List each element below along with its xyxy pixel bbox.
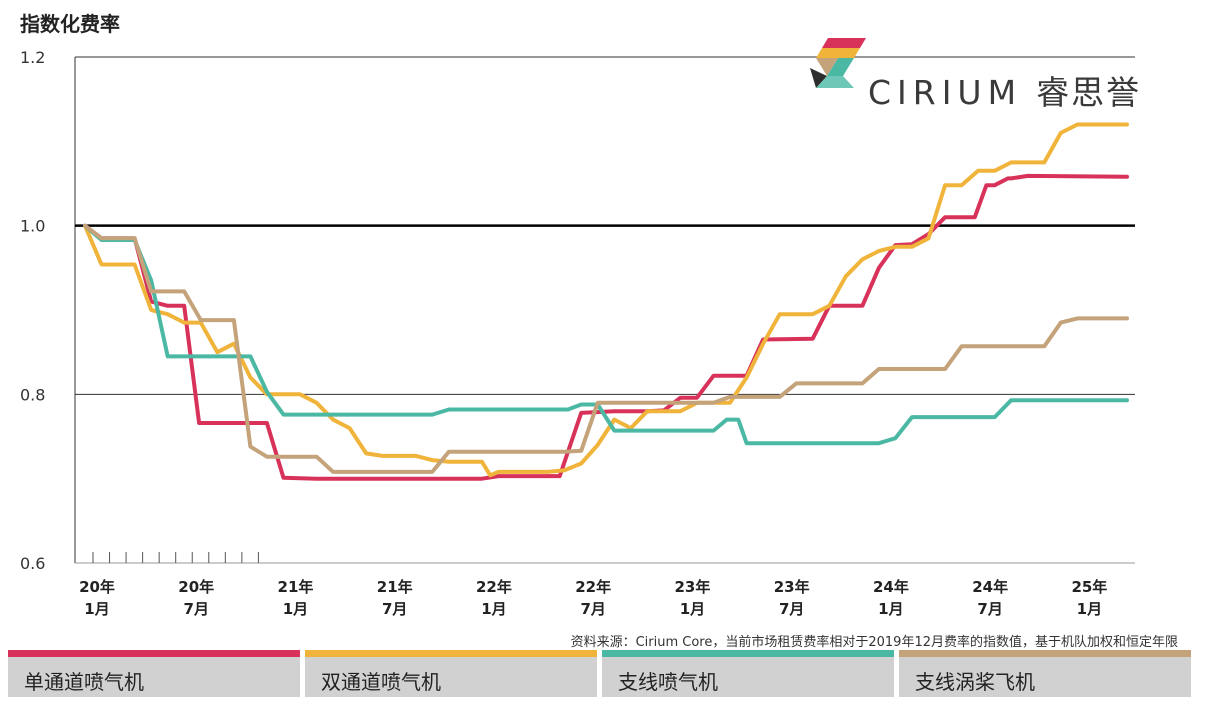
x-tick-year-label: 24年 (873, 578, 909, 596)
y-axis-title: 指数化费率 (20, 12, 120, 36)
logo-brand: CIRIUM (868, 73, 1023, 112)
legend-label: 单通道喷气机 (24, 670, 144, 694)
legend-item: 支线涡桨飞机 (899, 650, 1191, 697)
legend-color-bar (602, 650, 894, 657)
x-tick-month-label: 7月 (184, 600, 209, 618)
legend-label: 支线涡桨飞机 (915, 670, 1035, 694)
x-tick-month-label: 1月 (283, 600, 308, 618)
series-line (83, 223, 1129, 474)
x-tick-year-label: 22年 (476, 578, 512, 596)
y-tick-label: 0.8 (20, 385, 45, 404)
x-tick-year-label: 20年 (178, 578, 214, 596)
x-tick-year-label: 23年 (674, 578, 710, 596)
x-tick-year-label: 23年 (774, 578, 810, 596)
logo-mark-icon (810, 38, 866, 88)
cirium-logo: CIRIUM 睿思誉 (808, 36, 1168, 112)
x-tick-year-label: 20年 (79, 578, 115, 596)
x-tick-month-label: 7月 (977, 600, 1002, 618)
x-tick-year-label: 21年 (377, 578, 413, 596)
legend-label: 双通道喷气机 (321, 670, 441, 694)
legend-item: 双通道喷气机 (305, 650, 597, 697)
x-tick-year-label: 22年 (575, 578, 611, 596)
x-tick-month-label: 7月 (779, 600, 804, 618)
y-tick-label: 1.0 (20, 217, 45, 236)
x-tick-month-label: 1月 (1077, 600, 1102, 618)
x-tick-year-label: 25年 (1071, 578, 1107, 596)
legend-color-bar (899, 650, 1191, 657)
legend-color-bar (305, 650, 597, 657)
logo-brand-cn: 睿思誉 (1036, 73, 1142, 112)
x-tick-month-label: 1月 (878, 600, 903, 618)
legend-color-bar (8, 650, 300, 657)
chart-series (83, 122, 1129, 481)
legend-item: 支线喷气机 (602, 650, 894, 697)
x-tick-month-label: 1月 (680, 600, 705, 618)
x-tick-month-label: 1月 (84, 600, 109, 618)
source-note: 资料来源：Cirium Core，当前市场租赁费率相对于2019年12月费率的指… (570, 635, 1178, 650)
x-tick-month-label: 7月 (580, 600, 605, 618)
legend-label: 支线喷气机 (618, 670, 718, 694)
y-tick-label: 0.6 (20, 554, 45, 573)
series-line (83, 223, 1129, 446)
x-tick-year-label: 21年 (278, 578, 314, 596)
x-tick-year-label: 24年 (972, 578, 1008, 596)
series-line (83, 173, 1129, 481)
x-tick-month-label: 7月 (382, 600, 407, 618)
chart-grid: 0.6 0.8 1.0 1.2 20年 1月 20年 7月 21年 1月 21年 7月 22年 1月 22年… (20, 48, 1135, 618)
x-tick-month-label: 1月 (481, 600, 506, 618)
series-line (83, 122, 1129, 478)
legend-item: 单通道喷气机 (8, 650, 300, 697)
logo-wordmark: CIRIUM 睿思誉 (868, 66, 1141, 114)
y-tick-label: 1.2 (20, 48, 45, 67)
